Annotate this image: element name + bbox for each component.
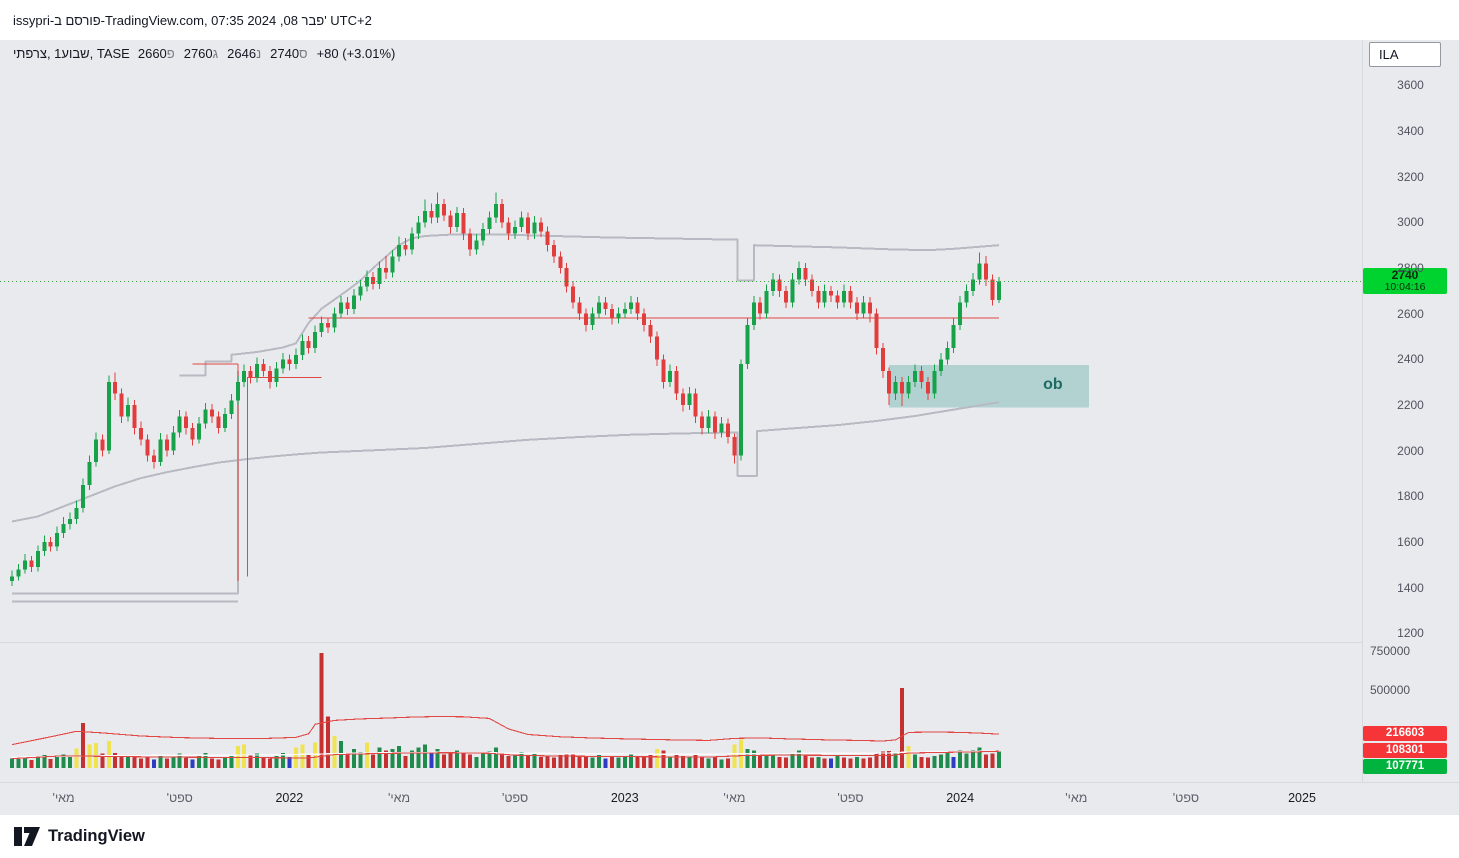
ohlc-low: נ2646 [227, 46, 262, 61]
candlestick-chart[interactable] [0, 40, 1362, 782]
price-axis-label: 1400 [1397, 580, 1424, 595]
time-axis-year-label: 2023 [610, 791, 639, 805]
symbol-interval: 1שבוע, [54, 46, 97, 61]
price-axis-label: 2800 [1397, 260, 1424, 275]
price-axis-label: 3200 [1397, 169, 1424, 184]
price-axis[interactable]: ILA 2740 10:04:16 216603 108301 107771 3… [1362, 40, 1459, 782]
symbol-ticker: ILA [1379, 47, 1399, 62]
volume-axis-label: 750000 [1370, 644, 1411, 658]
publish-bar: issypri-פורסם ב-TradingView.com, 07:35 2… [0, 0, 1459, 40]
price-axis-label: 3400 [1397, 123, 1424, 138]
pane-separator [0, 642, 1362, 643]
price-axis-separator [1362, 40, 1363, 782]
ohlc-high: ג2760 [183, 46, 219, 61]
ohlc-open: פ2660 [137, 46, 175, 61]
time-axis-month-label: 'מאי [387, 791, 411, 805]
price-axis-label: 2400 [1397, 352, 1424, 367]
volume-indicator-badge: 108301 [1363, 743, 1447, 759]
change-value: +80 (+3.01%) [316, 46, 396, 61]
publish-text: issypri-פורסם ב-TradingView.com, 07:35 2… [13, 12, 372, 28]
volume-indicator-badge: 107771 [1363, 759, 1447, 775]
volume-indicator-badge: 216603 [1363, 726, 1447, 742]
symbol-exchange: TASE [96, 46, 130, 61]
chart-region[interactable]: צרפתי, 1שבוע, TASE פ2660 ג2760 נ2646 ס27… [0, 40, 1459, 815]
time-axis-month-label: 'מאי [1065, 791, 1088, 805]
last-price-value: 2740 [1391, 267, 1419, 282]
time-axis-year-label: 2025 [1288, 791, 1316, 805]
last-price-badge: 2740 10:04:16 [1363, 267, 1447, 295]
volume-axis-label: 500000 [1370, 683, 1411, 697]
symbol-name: צרפתי, [13, 46, 55, 61]
price-axis-label: 2600 [1397, 306, 1424, 321]
time-axis-month-label: 'ספט [837, 791, 864, 805]
time-axis-month-label: 'ספט [166, 791, 193, 805]
price-axis-label: 2200 [1397, 398, 1424, 413]
symbol-name-box: ILA [1369, 42, 1441, 67]
price-axis-label: 1600 [1397, 535, 1424, 550]
time-axis-year-label: 2024 [946, 791, 975, 805]
time-axis-year-label: 2022 [275, 791, 304, 805]
order-block-label[interactable]: ob [1043, 376, 1063, 394]
time-axis[interactable]: 'מאי 'ספט 2022 'מאי 'ספט 2023 'מאי 'ספט 2024 'מאי… [0, 782, 1362, 815]
symbol-title[interactable]: צרפתי, 1שבוע, TASE [13, 46, 130, 61]
time-axis-month-label: 'ספט [501, 791, 529, 805]
time-axis-month-label: 'מאי [52, 791, 75, 805]
ohlc-close: ס2740 [270, 46, 308, 61]
time-axis-separator [0, 782, 1459, 783]
price-axis-label: 1200 [1397, 626, 1424, 641]
time-axis-month-label: 'מאי [723, 791, 746, 805]
tradingview-logo-text[interactable]: TradingView [48, 827, 145, 845]
time-axis-month-label: 'ספט [1172, 791, 1200, 805]
countdown-timer: 10:04:16 [1384, 280, 1426, 293]
price-axis-label: 2000 [1397, 443, 1424, 458]
price-axis-label: 3000 [1397, 215, 1424, 230]
price-axis-label: 1800 [1397, 489, 1424, 504]
tradingview-logo-icon[interactable] [14, 827, 40, 846]
price-axis-label: 3600 [1397, 78, 1424, 93]
footer: TradingView [0, 815, 1459, 858]
symbol-legend: צרפתי, 1שבוע, TASE פ2660 ג2760 נ2646 ס27… [13, 46, 395, 61]
